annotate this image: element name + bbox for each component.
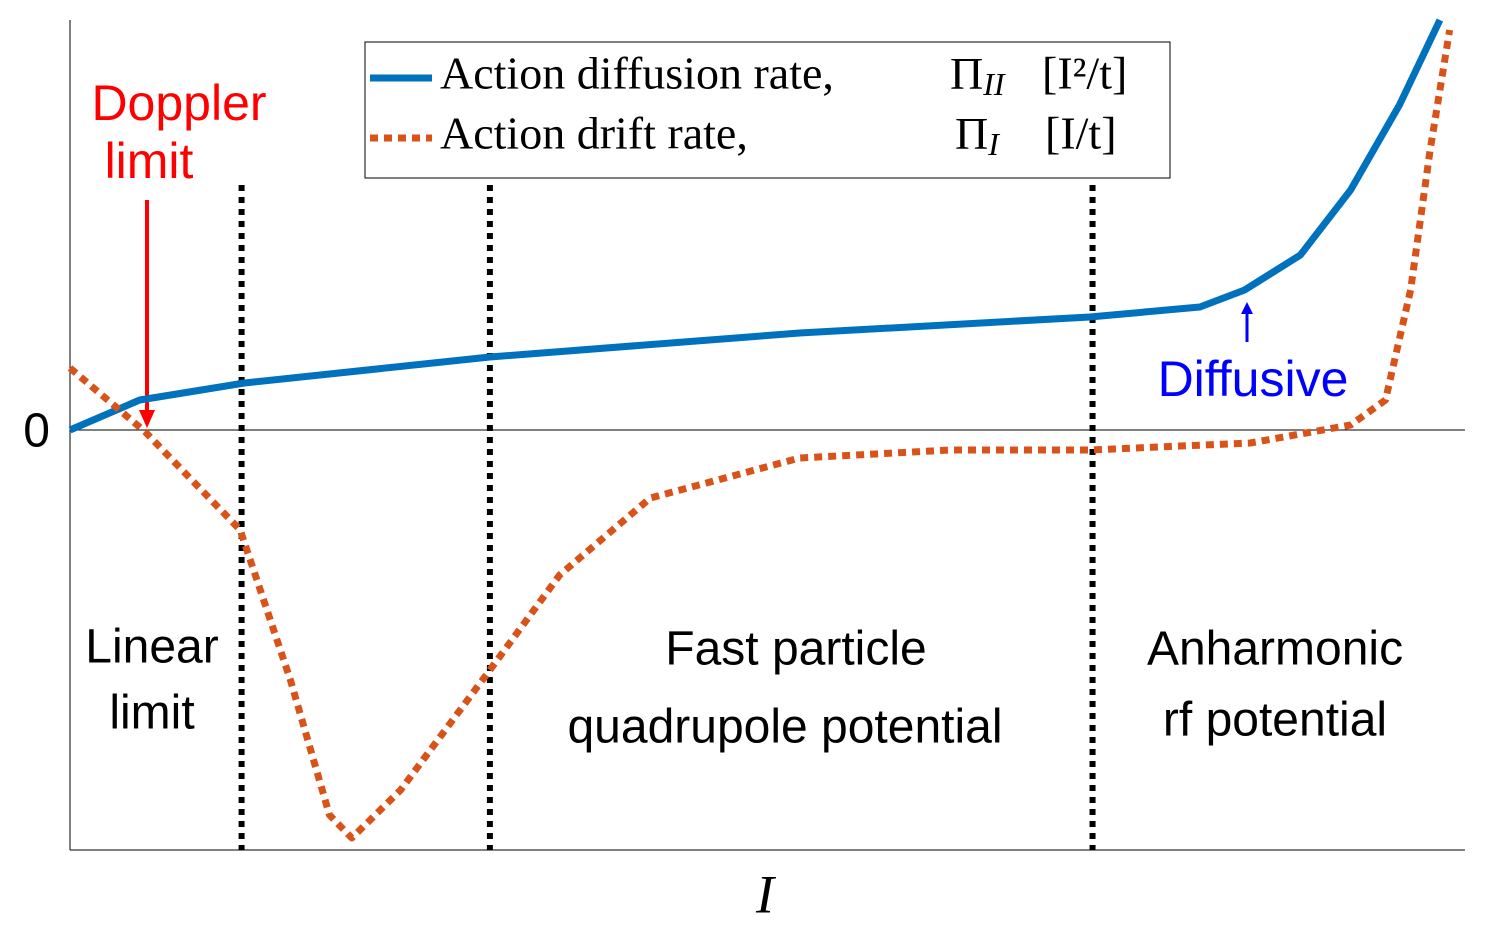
legend-label: Action diffusion rate, xyxy=(440,48,834,99)
y-tick-label: 0 xyxy=(23,405,50,458)
annotation: limit xyxy=(105,133,194,189)
legend-box xyxy=(364,41,1171,179)
annotation: Linear xyxy=(85,621,218,674)
legend-symbol-base: Π xyxy=(955,108,988,159)
legend-unit: [I²/t] xyxy=(1042,48,1127,99)
annotation: rf potential xyxy=(1163,694,1387,747)
legend-symbol-base: Π xyxy=(950,48,983,99)
legend-symbol: ΠII xyxy=(950,48,1006,103)
annotation: Fast particle xyxy=(665,623,926,676)
legend-label: Action drift rate, xyxy=(440,108,748,159)
annotation: Diffusive xyxy=(1158,351,1349,407)
legend-symbol: ΠI xyxy=(955,108,1000,163)
x-axis-label: I xyxy=(755,864,777,924)
annotation: limit xyxy=(109,687,194,740)
annotation: Doppler xyxy=(91,75,266,131)
arrow-head xyxy=(139,410,155,428)
legend-unit: [I/t] xyxy=(1045,108,1117,159)
annotation: Anharmonic xyxy=(1147,623,1403,676)
legend-symbol-sub: I xyxy=(987,126,1000,162)
series-line xyxy=(67,29,1454,842)
legend-symbol-sub: II xyxy=(982,66,1006,102)
annotation: quadrupole potential xyxy=(567,701,1002,754)
series-line xyxy=(68,18,1444,434)
arrow-head xyxy=(1241,302,1253,314)
